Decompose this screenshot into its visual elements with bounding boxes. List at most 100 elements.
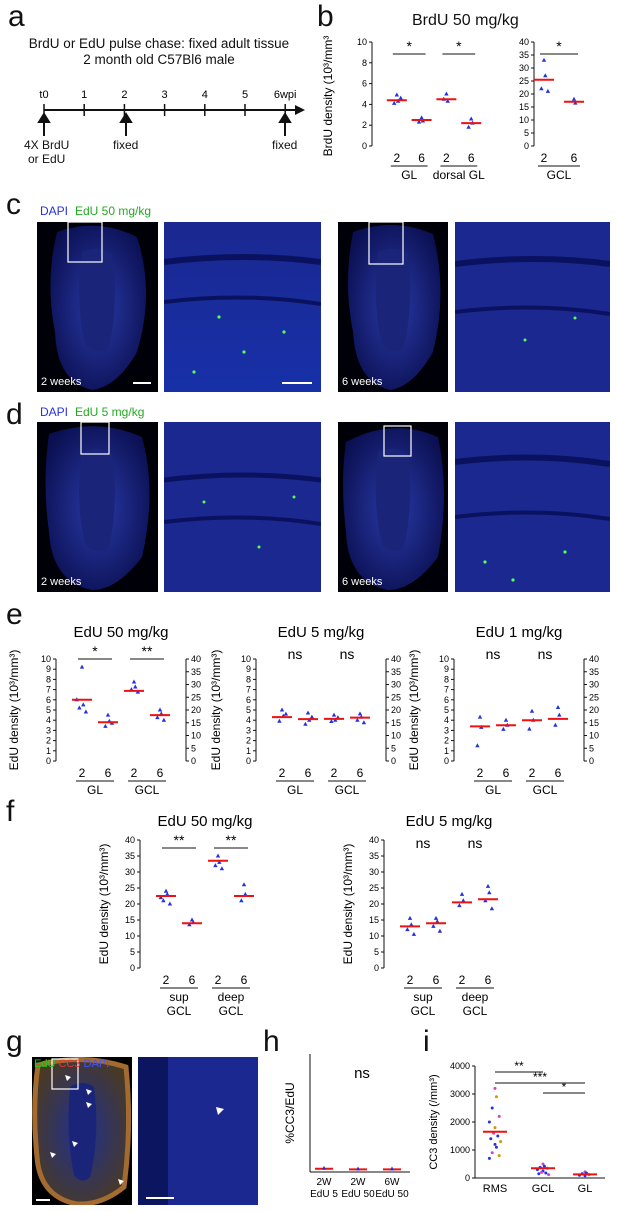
panel-label-e: e bbox=[6, 598, 23, 631]
panel-label-f: f bbox=[6, 795, 15, 828]
data-point bbox=[392, 100, 397, 105]
data-point bbox=[527, 726, 532, 731]
timeline-diagram: t0 1 2 3 4 5 6wpi bbox=[37, 89, 305, 136]
data-point bbox=[445, 98, 450, 103]
data-point bbox=[155, 715, 160, 720]
data-point bbox=[409, 922, 414, 927]
y-tick-label: 15 bbox=[125, 915, 135, 925]
y-tick-label: 20 bbox=[369, 899, 379, 909]
data-point bbox=[435, 919, 440, 924]
data-point bbox=[103, 723, 108, 728]
y-tick-label: 2 bbox=[362, 120, 367, 130]
data-point bbox=[241, 882, 247, 887]
data-point bbox=[187, 922, 192, 927]
y2-tick-label: 20 bbox=[191, 705, 201, 715]
y-tick-label: 30 bbox=[519, 63, 529, 73]
data-point bbox=[545, 88, 551, 93]
x-tick-label: 2 bbox=[131, 766, 138, 780]
x-tick-label: 2 bbox=[393, 151, 400, 165]
y-tick-label: 15 bbox=[369, 915, 379, 925]
data-point bbox=[83, 709, 89, 714]
y-tick-label: 40 bbox=[519, 37, 529, 47]
y-tick-label: 30 bbox=[369, 867, 379, 877]
x-tick-label: 2 bbox=[163, 973, 170, 987]
micrograph-d-1: 2 weeks bbox=[37, 422, 158, 592]
micrograph-d-4 bbox=[455, 422, 610, 592]
y-tick-label: 4 bbox=[46, 715, 51, 725]
data-point bbox=[131, 679, 137, 684]
y-tick-label: 3000 bbox=[450, 1089, 470, 1099]
sig-label: ns bbox=[538, 646, 553, 662]
annot-fixed-2: fixed bbox=[113, 138, 139, 152]
chart-title: EdU 50 mg/kg bbox=[73, 624, 168, 641]
data-point bbox=[419, 115, 424, 120]
legend-dapi-c: DAPI bbox=[40, 204, 69, 218]
group-label: GL bbox=[287, 783, 303, 797]
label-6weeks-d: 6 weeks bbox=[342, 576, 383, 588]
y-tick-label: 0 bbox=[465, 1173, 470, 1183]
panel-label-i: i bbox=[423, 1025, 430, 1058]
y2-tick-label: 35 bbox=[191, 667, 201, 677]
data-point bbox=[283, 711, 289, 716]
sig-label: ** bbox=[174, 832, 185, 848]
y-axis-label: EdU density (10³/mm³) bbox=[97, 844, 111, 965]
y-tick-label: 9 bbox=[444, 664, 449, 674]
legend-edu-c: EdU 50 mg/kg bbox=[75, 204, 152, 218]
sig-label: ns bbox=[288, 646, 303, 662]
x-tick-label: 6 bbox=[189, 973, 196, 987]
sig-label: ns bbox=[486, 646, 501, 662]
data-point bbox=[433, 915, 439, 920]
sig-label: ** bbox=[226, 832, 237, 848]
data-point bbox=[540, 1170, 544, 1174]
data-point bbox=[497, 1114, 501, 1118]
timeline-tick-label: t0 bbox=[39, 89, 48, 101]
data-point bbox=[477, 714, 483, 719]
y-tick-label: 2 bbox=[444, 736, 449, 746]
x-tick-label: 2W bbox=[351, 1177, 367, 1188]
data-point bbox=[361, 720, 367, 725]
data-point bbox=[487, 1156, 491, 1160]
x-tick-label: 2 bbox=[459, 973, 466, 987]
label-2weeks-c: 2 weeks bbox=[41, 376, 82, 388]
legend-g-edu: EdU bbox=[34, 1058, 56, 1070]
data-point bbox=[165, 891, 170, 896]
y-axis-label: CC3 density (/mm³) bbox=[428, 1074, 440, 1169]
data-point bbox=[407, 915, 413, 920]
y-tick-label: 10 bbox=[357, 37, 367, 47]
data-point bbox=[239, 898, 244, 903]
legend-g: EdU CC3 DAPI bbox=[34, 1058, 109, 1070]
y-axis-label: BrdU density (10³/mm³) bbox=[321, 36, 335, 156]
data-point bbox=[394, 92, 399, 97]
y2-tick-label: 0 bbox=[589, 756, 594, 766]
y-tick-label: 15 bbox=[519, 102, 529, 112]
data-point bbox=[158, 895, 163, 900]
y2-tick-label: 25 bbox=[391, 692, 401, 702]
y-tick-label: 35 bbox=[519, 50, 529, 60]
y-tick-label: 2 bbox=[46, 736, 51, 746]
data-point bbox=[331, 712, 337, 717]
data-point bbox=[553, 722, 558, 727]
data-point bbox=[547, 1173, 551, 1177]
y-tick-label: 8 bbox=[46, 674, 51, 684]
data-point bbox=[390, 1166, 394, 1171]
micrograph-c-3: 6 weeks bbox=[338, 222, 448, 392]
x-tick-label: 6 bbox=[503, 766, 510, 780]
y-tick-label: 5 bbox=[524, 128, 529, 138]
timeline-tick-label: 1 bbox=[81, 89, 87, 101]
x-tick-label: GL bbox=[578, 1183, 593, 1195]
panel-label-d: d bbox=[6, 398, 23, 431]
y-tick-label: 2000 bbox=[450, 1117, 470, 1127]
y-tick-label: 7 bbox=[444, 685, 449, 695]
y2-tick-label: 10 bbox=[191, 731, 201, 741]
y2-tick-label: 5 bbox=[191, 743, 196, 753]
data-point bbox=[161, 898, 166, 903]
y2-tick-label: 20 bbox=[589, 705, 599, 715]
x-tick-label: 6 bbox=[485, 973, 492, 987]
y-axis-label: EdU density (10³/mm³) bbox=[209, 650, 223, 771]
y-tick-label: 0 bbox=[362, 141, 367, 151]
data-point bbox=[493, 1142, 497, 1146]
y-tick-label: 10 bbox=[41, 654, 51, 664]
